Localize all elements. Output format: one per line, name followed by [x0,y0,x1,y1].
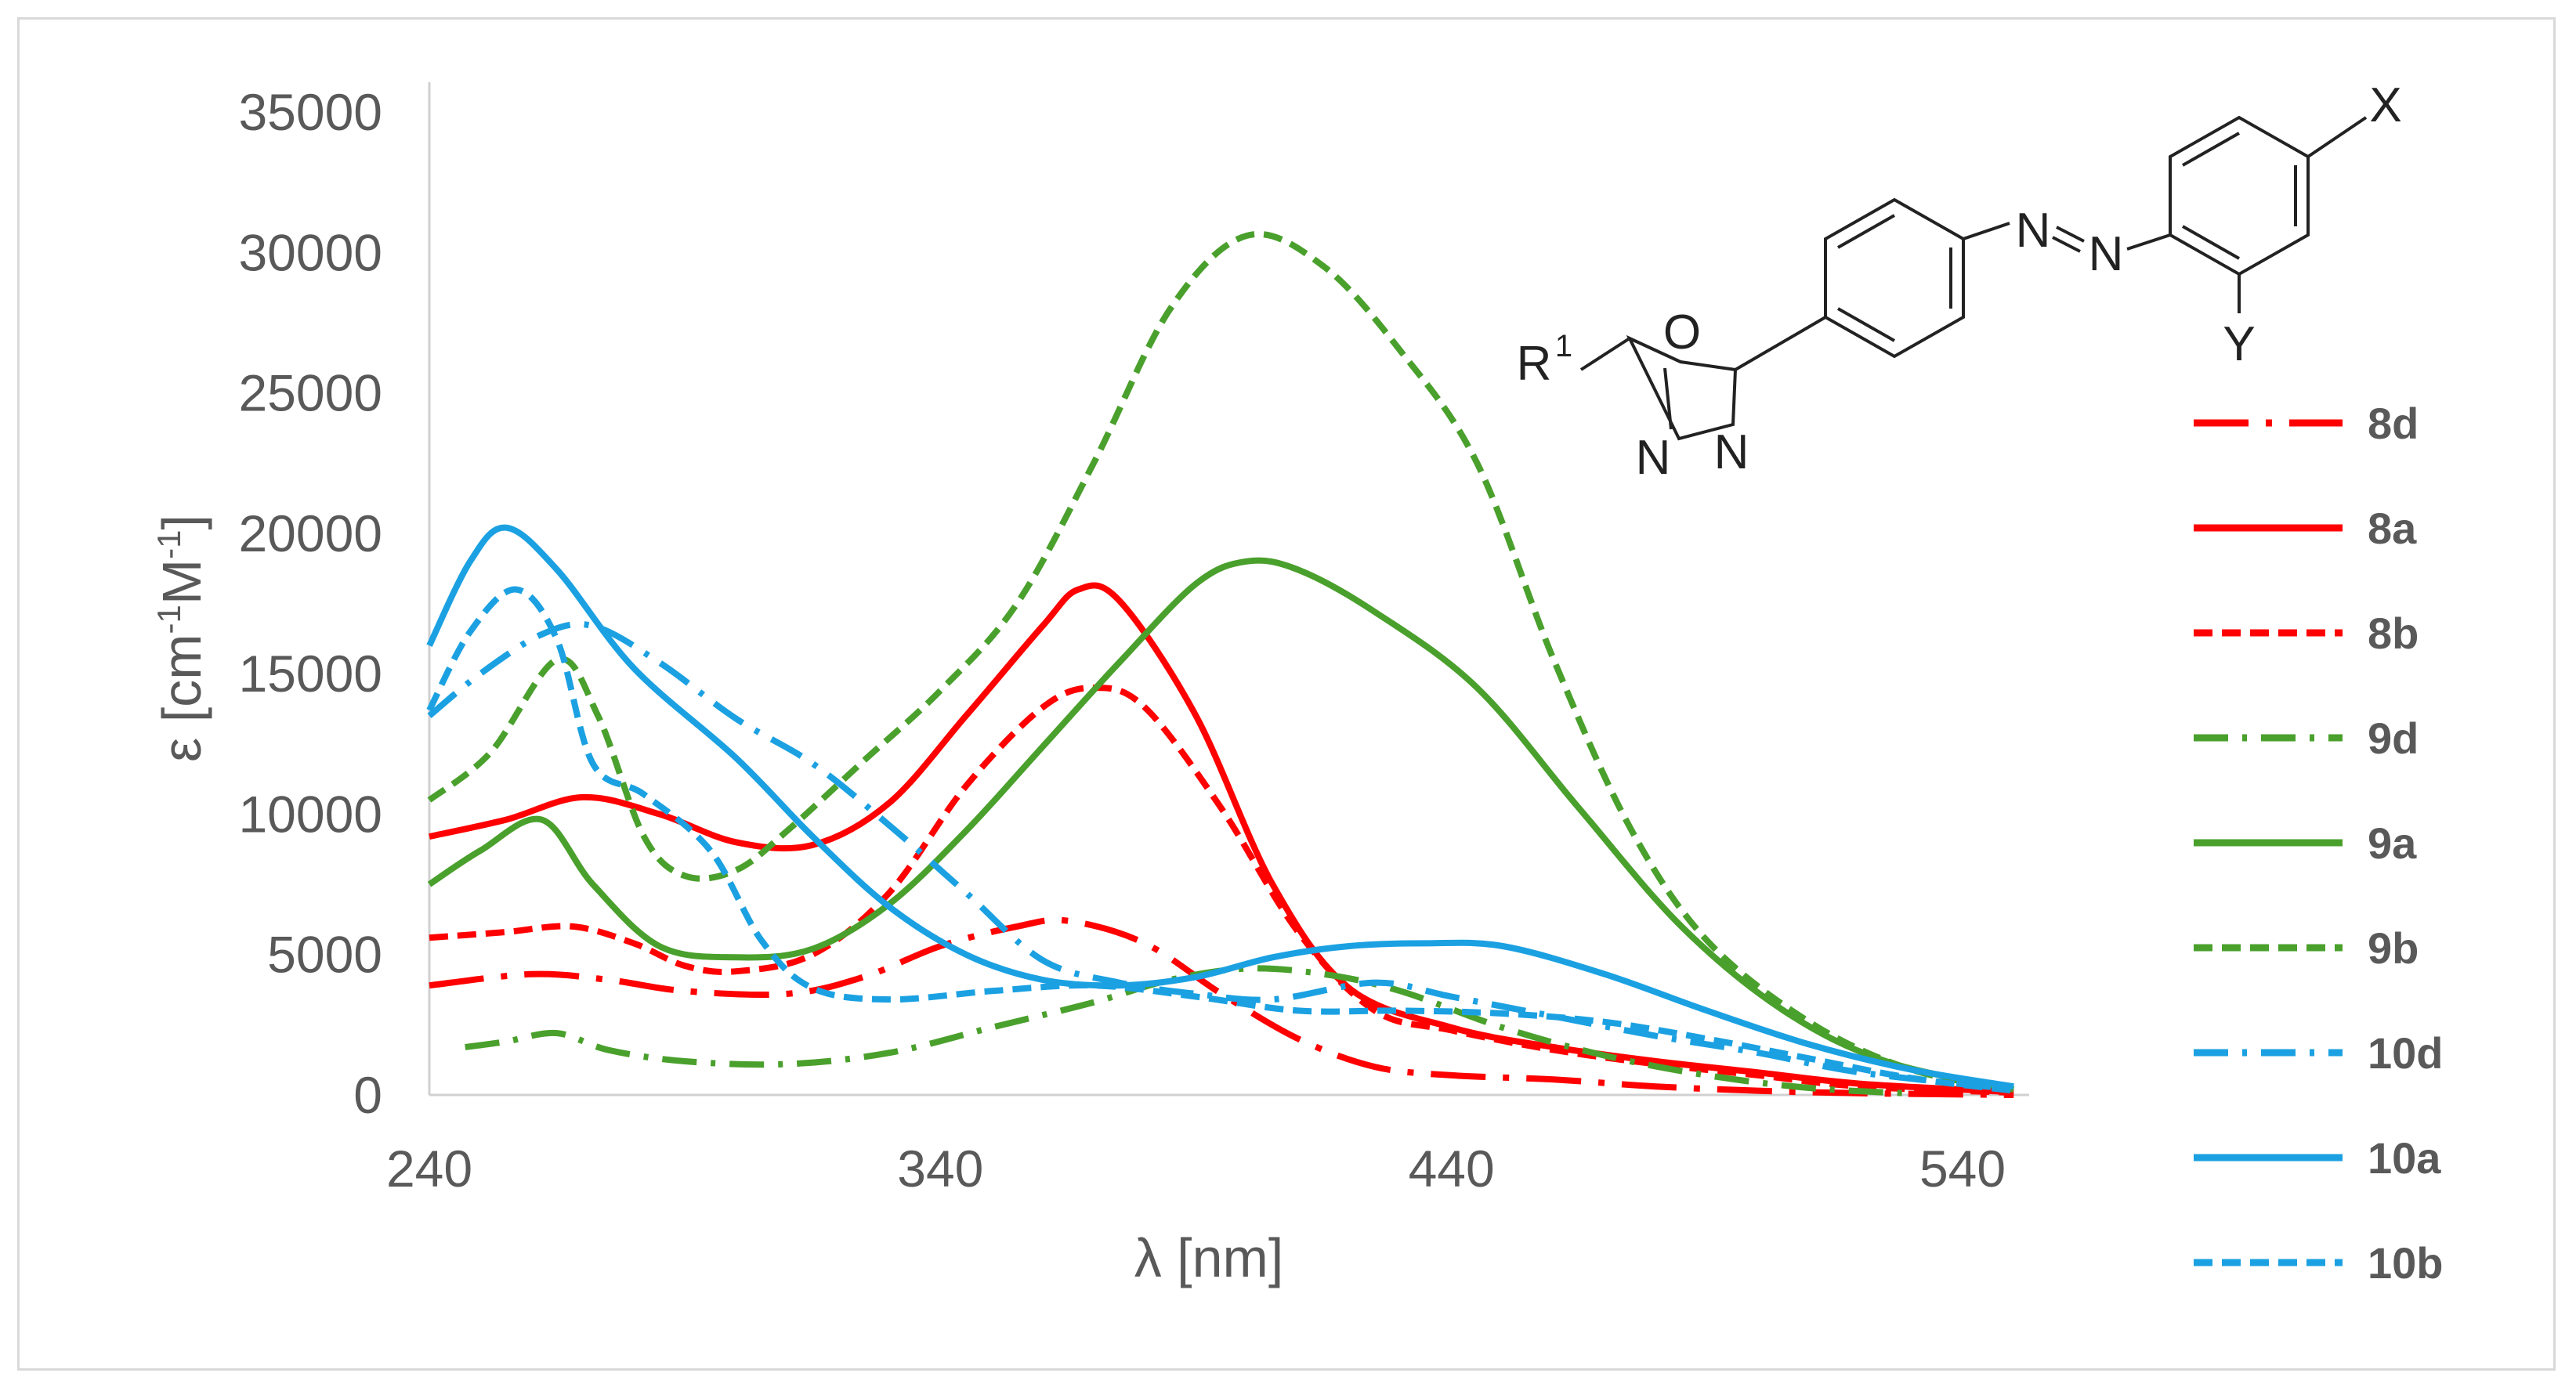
series-layer [426,230,2015,1098]
x-tick-label: 340 [897,1140,983,1198]
chemical-structure [1579,115,2368,441]
structure-labels: X Y R 1 O N N N N [1517,78,2402,485]
y-axis-title: ε [cm-1M-1] [150,515,212,762]
atom-o-label: O [1663,305,1701,359]
ring-link-bond [1734,316,1827,371]
y-tick-label: 10000 [238,785,382,843]
series-line-8a [429,582,2014,1096]
series-line-10d [427,620,2014,1093]
atom-n-left-label: N [1636,431,1671,485]
y-tick-labels: 0 5000 10000 15000 20000 25000 30000 35000 [238,83,382,1124]
azo-bond-left [1963,222,2010,240]
y-tick-label: 15000 [238,645,382,703]
legend-label-8d: 8d [2368,399,2419,448]
legend: 8d 8a 8b 9d 9a 9b 10d 10a 10b [2194,399,2444,1288]
series-line-9d [465,965,1912,1097]
x-tick-labels: 240 340 440 540 [386,1140,2006,1198]
legend-label-10a: 10a [2368,1133,2441,1183]
atom-n-azo-1-label: N [2016,204,2051,258]
atom-r-label: R [1517,337,1552,391]
r1-bond [1579,337,1631,371]
azo-bond-right [2126,233,2171,251]
atom-y-label: Y [2223,317,2255,371]
legend-label-8a: 8a [2368,504,2417,553]
azo-double-2 [2052,236,2081,253]
phenyl-1-double-a [1837,214,1895,249]
y-tick-label: 35000 [238,83,382,141]
x-tick-label: 440 [1409,1140,1495,1198]
legend-label-9d: 9d [2368,714,2419,763]
series-line-9b [427,230,2014,1093]
y-tick-label: 0 [353,1066,382,1124]
y-tick-label: 25000 [238,364,382,422]
azo-double-1 [2056,226,2085,243]
x-bond [2306,116,2368,158]
phenyl-2-double-a [2182,132,2240,167]
series-line-10a [426,524,2014,1090]
y-tick-label: 30000 [238,223,382,281]
chart-frame [17,17,2556,1371]
series-line-9a [427,557,2015,1093]
y-tick-label: 20000 [238,504,382,562]
phenyl-1-double-c [1837,307,1895,342]
atom-x-label: X [2369,78,2401,132]
phenyl-ring-2 [2169,115,2310,276]
y-tick-label: 5000 [267,926,382,984]
atom-n-azo-2-label: N [2089,227,2124,281]
x-tick-label: 240 [386,1140,472,1198]
legend-label-10b: 10b [2368,1238,2444,1288]
legend-label-9b: 9b [2368,923,2419,973]
phenyl-ring-1 [1824,197,1965,359]
series-line-8b [429,685,2014,1097]
atom-r-superscript: 1 [1555,329,1572,363]
legend-label-10d: 10d [2368,1028,2444,1078]
series-line-10b [426,586,2014,1094]
x-axis-title: λ [nm] [1134,1227,1284,1288]
x-tick-label: 540 [1919,1140,2006,1198]
phenyl-2-double-c [2182,225,2240,260]
oxadiazole-inner-bond [1663,367,1673,430]
legend-label-9a: 9a [2368,818,2417,868]
atom-n-right-label: N [1714,425,1749,479]
legend-label-8b: 8b [2368,609,2419,658]
